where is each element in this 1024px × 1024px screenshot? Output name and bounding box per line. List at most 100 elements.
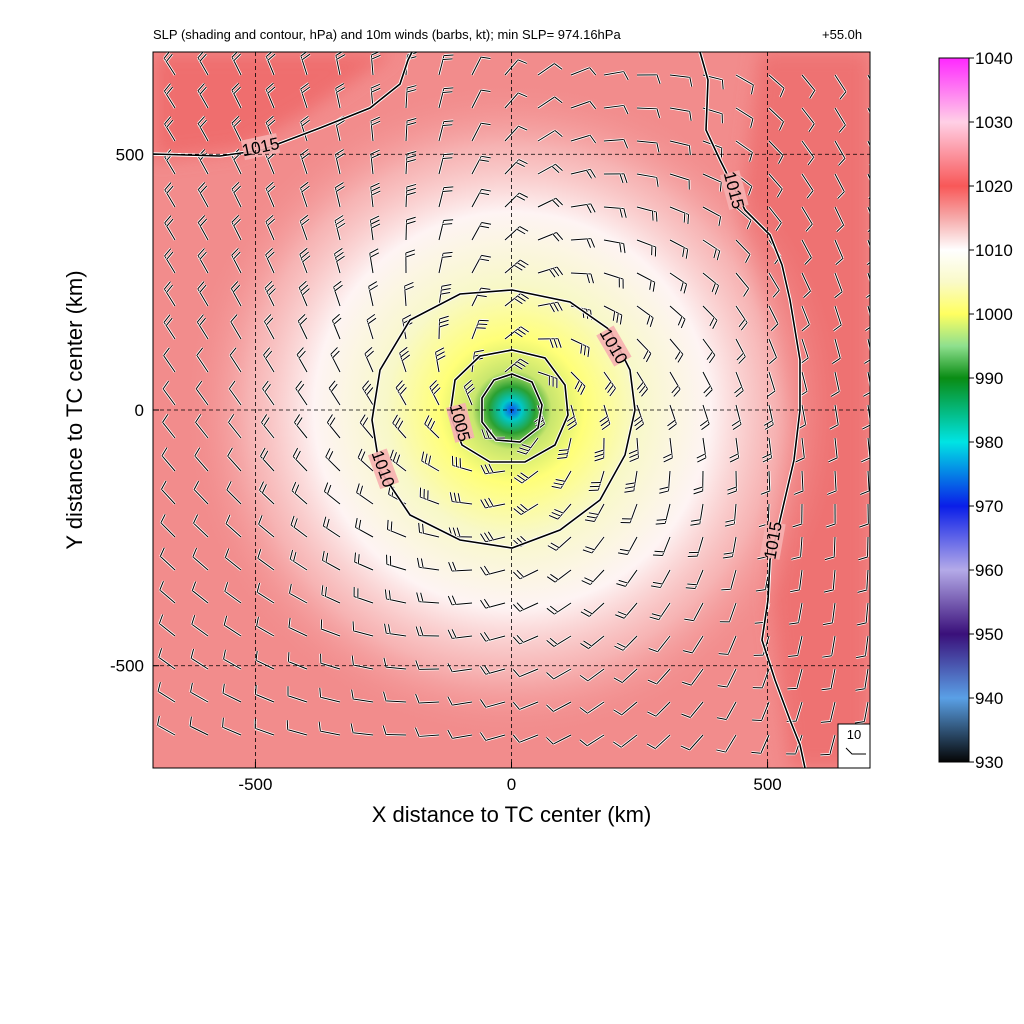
wind-barb [398,346,411,373]
wind-barb [548,503,572,521]
wind-barb [866,206,870,233]
wind-barb [333,214,346,241]
wind-barb [800,74,816,100]
wind-barb [752,668,771,690]
wind-barb [861,404,870,431]
wind-barb [858,503,870,529]
wind-barb [551,470,573,490]
wind-barb [624,470,639,494]
wind-barb [352,587,374,605]
wind-barb [647,668,671,686]
wind-barb [297,313,309,340]
wind-barb [479,698,506,709]
wind-barb [160,480,176,505]
wind-barb [263,313,276,340]
slp-contour-line [449,349,569,463]
wind-barb [437,218,454,241]
wind-barb [258,481,275,505]
wind-barb [434,346,446,373]
wind-barb [196,52,210,76]
wind-barb [733,371,745,398]
wind-barb [437,53,454,76]
wind-barb [512,601,539,613]
wind-barb [262,346,276,373]
wind-barb [612,733,638,749]
wind-barb [792,503,804,529]
wind-barb [685,569,705,590]
wind-barb [369,181,381,208]
wind-barb [820,701,837,724]
wind-barb [382,691,407,704]
wind-barb [470,88,491,109]
wind-barb [404,248,416,274]
wind-barb [504,225,529,241]
wind-barb [221,683,242,704]
wind-barb [479,497,506,510]
wind-barb [196,313,210,340]
wind-barb [230,115,243,142]
wind-barb [866,140,870,167]
wind-barb [319,619,341,638]
wind-barb [800,206,814,233]
x-tick-label: -500 [238,775,272,794]
wind-barb [451,455,473,473]
wind-barb [788,602,804,626]
wind-barb [669,338,685,364]
wind-barb [190,614,209,638]
x-tick-label: 500 [753,775,781,794]
wind-barb [636,106,661,119]
wind-barb [735,206,753,230]
wind-barb [620,503,639,525]
wind-barb [414,626,440,638]
wind-barb [188,716,209,737]
wind-barb [570,168,597,180]
wind-barb [437,315,450,340]
wind-barb [547,536,572,552]
wind-barb [414,659,440,671]
wind-barb [331,313,342,340]
wind-barb [479,631,506,643]
wind-barb [317,721,341,737]
wind-barb [162,347,177,373]
wind-barb [365,313,377,340]
wind-barb [286,686,308,704]
wind-barb [264,181,276,208]
wind-barb [418,487,440,506]
wind-barb [257,514,275,538]
wind-barb [669,139,692,156]
wind-barb [831,338,842,365]
wind-barb-reference-key: 10 [837,723,871,769]
wind-barb [579,667,605,682]
wind-barb [404,150,417,175]
wind-barb [826,470,838,496]
wind-barb [367,280,379,307]
y-axis-label: Y distance to TC center (km) [62,270,87,550]
wind-barb [197,214,210,241]
wind-barb [690,503,705,527]
wind-barb [726,470,738,496]
wind-barb [228,380,243,406]
wind-barb [822,635,837,659]
wind-barb [612,701,638,716]
wind-barb [570,100,597,110]
wind-barb [628,437,640,463]
wind-barb [570,237,596,249]
wind-barb [680,734,704,752]
wind-barb [355,483,374,506]
wind-barb [391,414,407,439]
wind-barb [287,652,308,671]
wind-barb [565,404,578,431]
wind-barb [669,238,690,259]
wind-barb [504,325,530,341]
wind-barb [719,602,738,624]
wind-barb [833,272,844,299]
wind-barb [854,701,870,725]
wind-barb [648,635,672,653]
wind-barb [369,214,381,241]
wind-barb [734,305,749,331]
wind-barb [598,404,612,431]
wind-barb [646,734,671,750]
wind-barb [579,700,605,715]
wind-barb [298,247,311,274]
wind-barb [230,247,243,274]
